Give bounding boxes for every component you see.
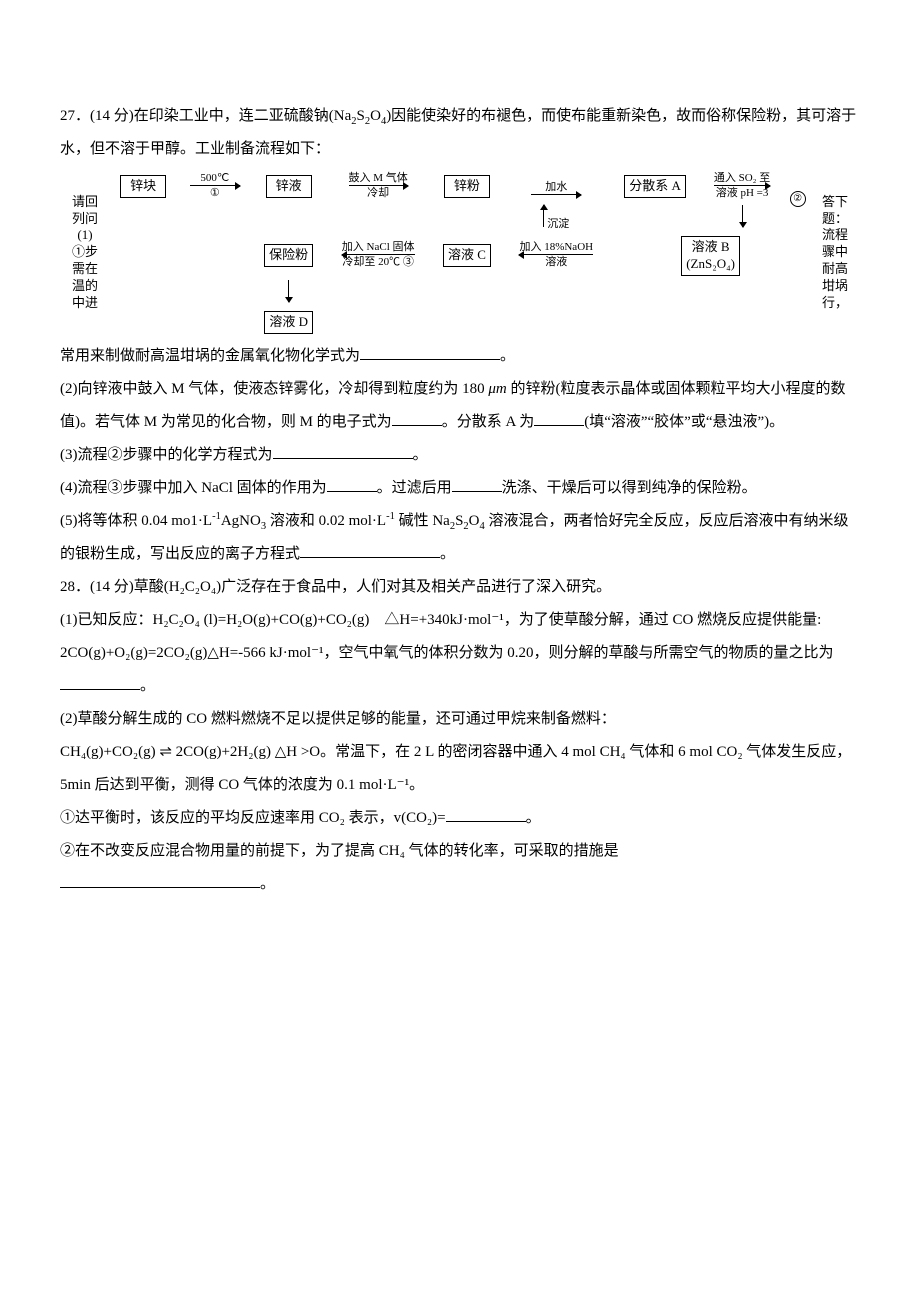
arrow-1: 500℃①	[188, 172, 242, 199]
side-l2: 列问	[61, 211, 109, 228]
side-l1: 请回	[61, 194, 109, 211]
side-r7: 行，	[811, 295, 859, 312]
arrow-4: 通入 SO₂ 至溶液 pH =3	[712, 172, 772, 199]
side-r5: 耐高	[811, 261, 859, 278]
side-r1: 答下	[811, 194, 859, 211]
step-2-circle: ②	[790, 191, 806, 207]
arrow-2: 鼓入 M 气体冷却	[347, 172, 410, 199]
q28-p2b: CH₄(g)+CO₂(g) ⇌ 2CO(g)+2H₂(g) △H >O。常温下，…	[60, 736, 860, 802]
side-r6: 坩埚	[811, 278, 859, 295]
side-r3: 流程	[811, 227, 859, 244]
side-l7: 中进	[61, 295, 109, 312]
arrow-5: 加入 NaCl 固体冷却至 20℃ ③	[340, 241, 417, 268]
precip-label: 沉淀	[544, 218, 569, 230]
varrow-so2-down	[742, 205, 743, 227]
blank-27-4b[interactable]	[452, 476, 502, 492]
q27-p5: (5)将等体积 0.04 mo1·L-1AgNO3 溶液和 0.02 mol·L…	[60, 505, 860, 571]
blank-27-3[interactable]	[273, 443, 413, 459]
varrow-d-down	[288, 280, 289, 302]
blank-27-4a[interactable]	[327, 476, 377, 492]
side-r2: 题：	[811, 211, 859, 228]
node-disp-a: 分散系 A	[624, 175, 686, 198]
blank-28-2f[interactable]	[60, 872, 260, 888]
q27-intro: 在印染工业中，连二亚硫酸钠(Na2S2O4)因能使染好的布褪色，而使布能重新染色…	[60, 108, 856, 157]
q27-p2: (2)向锌液中鼓入 M 气体，使液态锌雾化，冷却得到粒度约为 180 μm 的锌…	[60, 373, 860, 439]
q27: 27．(14 分)在印染工业中，连二亚硫酸钠(Na2S2O4)因能使染好的布褪色…	[60, 100, 860, 571]
side-r4: 骤中	[811, 244, 859, 261]
node-sol-d: 溶液 D	[264, 311, 313, 334]
side-l4: ①步	[61, 244, 109, 261]
q28-intro: 草酸(H₂C₂O₄)广泛存在于食品中，人们对其及相关产品进行了深入研究。	[134, 579, 611, 595]
q27-p1-tail: 常用来制做耐高温坩埚的金属氧化物化学式为。	[60, 340, 860, 373]
q28-p2f: 。	[60, 868, 860, 901]
blank-27-2b[interactable]	[534, 410, 584, 426]
arrow-naoh: 加入 18%NaOH溶液	[517, 241, 595, 268]
blank-27-5[interactable]	[300, 542, 440, 558]
blank-28-1[interactable]	[60, 674, 140, 690]
arrow-3: 加水	[529, 181, 583, 196]
q28: 28．(14 分)草酸(H₂C₂O₄)广泛存在于食品中，人们对其及相关产品进行了…	[60, 571, 860, 901]
side-l6: 温的	[61, 278, 109, 295]
node-zinc-powder: 锌粉	[444, 175, 490, 198]
node-baoxian: 保险粉	[264, 244, 313, 267]
q27-number: 27．(14 分)	[60, 108, 134, 124]
q28-p2a: (2)草酸分解生成的 CO 燃料燃烧不足以提供足够的能量，还可通过甲烷来制备燃料…	[60, 703, 860, 736]
q27-flow-wrap: 请回 列问 (1) ①步 需在 温的 中进 锌块 500℃① 锌液 鼓入 M 气…	[60, 170, 860, 335]
node-sol-b: 溶液 B(ZnS₂O₄)	[681, 236, 740, 276]
q28-p1: (1)已知反应：H₂C₂O₄ (l)=H₂O(g)+CO(g)+CO₂(g) △…	[60, 604, 860, 703]
blank-27-2a[interactable]	[392, 410, 442, 426]
q27-p3: (3)流程②步骤中的化学方程式为。	[60, 439, 860, 472]
node-zinc-liquid: 锌液	[266, 175, 312, 198]
q27-p4: (4)流程③步骤中加入 NaCl 固体的作用为。过滤后用洗涤、干燥后可以得到纯净…	[60, 472, 860, 505]
blank-27-1[interactable]	[360, 344, 500, 360]
side-l3: (1)	[61, 227, 109, 244]
q28-number: 28．(14 分)	[60, 579, 134, 595]
q28-p2c: ①达平衡时，该反应的平均反应速率用 CO₂ 表示，v(CO₂)=。	[60, 802, 860, 835]
node-sol-c: 溶液 C	[443, 244, 491, 267]
varrow-precip-up	[543, 205, 544, 227]
q28-p2e: ②在不改变反应混合物用量的前提下，为了提高 CH₄ 气体的转化率，可采取的措施是	[60, 835, 860, 868]
blank-28-2c[interactable]	[446, 806, 526, 822]
side-l5: 需在	[61, 261, 109, 278]
node-zinc-block: 锌块	[120, 175, 166, 198]
